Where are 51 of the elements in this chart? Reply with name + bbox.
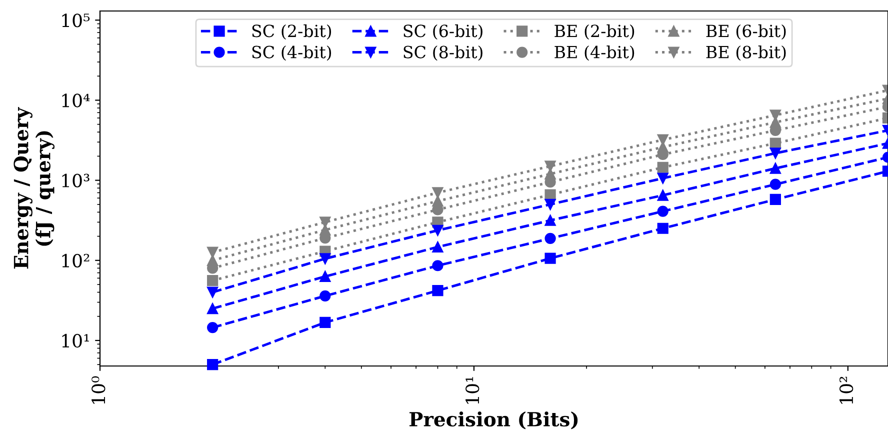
point [657,162,668,173]
point [207,254,218,266]
point [320,270,331,282]
point [544,232,556,244]
point [207,359,218,370]
point [432,241,444,253]
x-tick-label: 10² [839,376,854,404]
point [544,214,556,226]
point [657,172,668,184]
point [207,286,218,298]
point [657,190,668,201]
legend-label: BE (6-bit) [706,24,786,40]
legend-label: BE (4-bit) [554,45,634,61]
legend-label: SC (4-bit) [252,45,332,61]
point [207,303,218,314]
legend-label: SC (2-bit) [252,24,332,40]
point [544,198,556,210]
y-tick-label: 10² [62,254,90,268]
legend-label: BE (8-bit) [706,45,786,61]
point [770,162,781,174]
point [207,274,218,286]
point [432,187,444,198]
point [657,222,668,234]
point [770,148,781,159]
point [770,138,781,149]
point [544,189,556,200]
legend-label: SC (6-bit) [404,24,482,40]
point [320,253,331,264]
point [207,322,218,334]
point [432,260,444,272]
y-tick-label: 10⁴ [62,94,90,108]
x-axis-title: Precision (Bits) [410,411,578,430]
x-tick-label: 10⁰ [92,376,106,404]
point [544,252,556,264]
x-tick-label: 10¹ [466,377,480,404]
point [207,246,218,258]
point [432,196,444,207]
point [320,290,331,302]
point [770,194,781,205]
point [320,216,331,228]
y-tick-label: 10¹ [62,334,89,348]
y-axis-title: Energy / Query (fJ / query) [14,106,55,269]
point [657,206,668,217]
point [432,285,444,296]
y-tick-label: 10⁵ [62,14,90,28]
y-tick-label: 10³ [62,174,90,188]
legend-label: BE (2-bit) [554,24,634,40]
point [320,316,331,328]
point [770,178,781,190]
legend-label: SC (8-bit) [404,45,482,61]
point [432,224,444,236]
